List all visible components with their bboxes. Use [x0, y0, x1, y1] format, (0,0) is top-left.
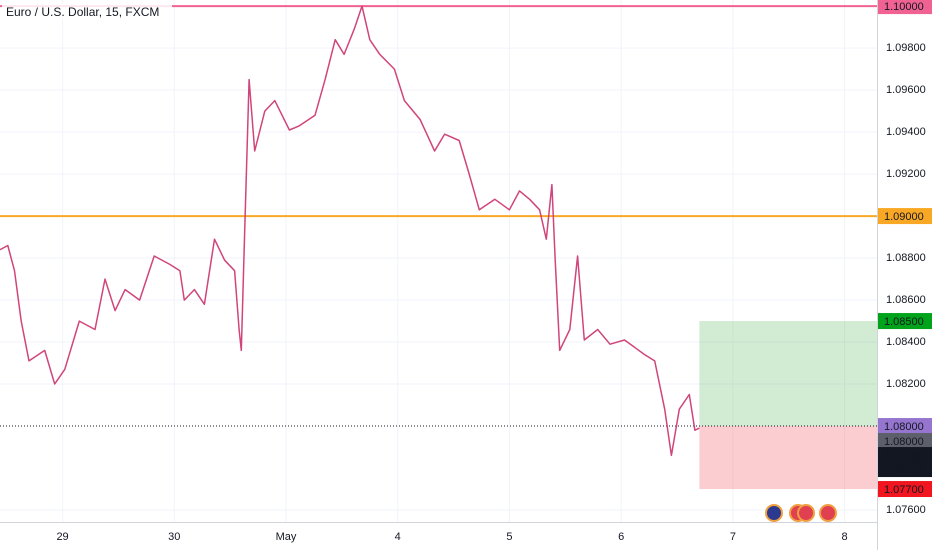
- x-tick-label: 7: [730, 531, 736, 543]
- price-tag: [878, 418, 932, 435]
- y-tick-label: 1.08800: [886, 252, 926, 264]
- loss-zone: [699, 426, 877, 490]
- price-tag-label: 1.09000: [884, 211, 924, 223]
- y-tick-label: 1.08400: [886, 336, 926, 348]
- x-tick-label: 5: [506, 531, 512, 543]
- event-icons[interactable]: [765, 504, 837, 522]
- x-tick-label: 30: [168, 531, 180, 543]
- y-tick-label: 1.09200: [886, 168, 926, 180]
- x-tick-label: 29: [56, 531, 68, 543]
- price-tag-label: 1.07700: [884, 484, 924, 496]
- price-tag: [878, 481, 932, 498]
- price-tag-label: 1.08000: [884, 421, 924, 433]
- x-tick-label: 8: [842, 531, 848, 543]
- profit-zone: [699, 321, 877, 427]
- countdown: 06:51: [896, 464, 924, 476]
- event-icon[interactable]: [797, 504, 815, 522]
- price-tag-label: 1.10000: [884, 1, 924, 13]
- price-tag: [878, 313, 932, 330]
- event-icon[interactable]: [819, 504, 837, 522]
- y-tick-label: 1.09800: [886, 42, 926, 54]
- price-tag: [878, 208, 932, 225]
- price-tag-label: 1.07990: [884, 450, 924, 462]
- price-line: [0, 5, 700, 457]
- x-tick-label: 6: [618, 531, 624, 543]
- price-tag: [878, 0, 932, 15]
- grid: [0, 0, 877, 522]
- chart-title: Euro / U.S. Dollar, 15, FXCM: [6, 5, 159, 19]
- countdown-bg: [878, 462, 932, 478]
- y-tick-label: 1.08200: [886, 378, 926, 390]
- y-tick-label: 1.09600: [886, 84, 926, 96]
- y-tick-label: 1.07600: [886, 504, 926, 516]
- axes: 1.07600 1.08200 1.08400 1.08600 1.08800 1.092…: [56, 0, 932, 543]
- y-tick-label: 1.08600: [886, 294, 926, 306]
- title-bg: [2, 4, 172, 20]
- price-tag-label: 1.08500: [884, 316, 924, 328]
- price-tag: [878, 433, 932, 450]
- event-icon[interactable]: [765, 504, 783, 522]
- x-tick-label: 4: [395, 531, 401, 543]
- price-tag-label: 1.08000: [884, 436, 924, 448]
- y-tick-label: 1.09400: [886, 126, 926, 138]
- x-tick-label: May: [276, 531, 297, 543]
- price-tag: [878, 447, 932, 464]
